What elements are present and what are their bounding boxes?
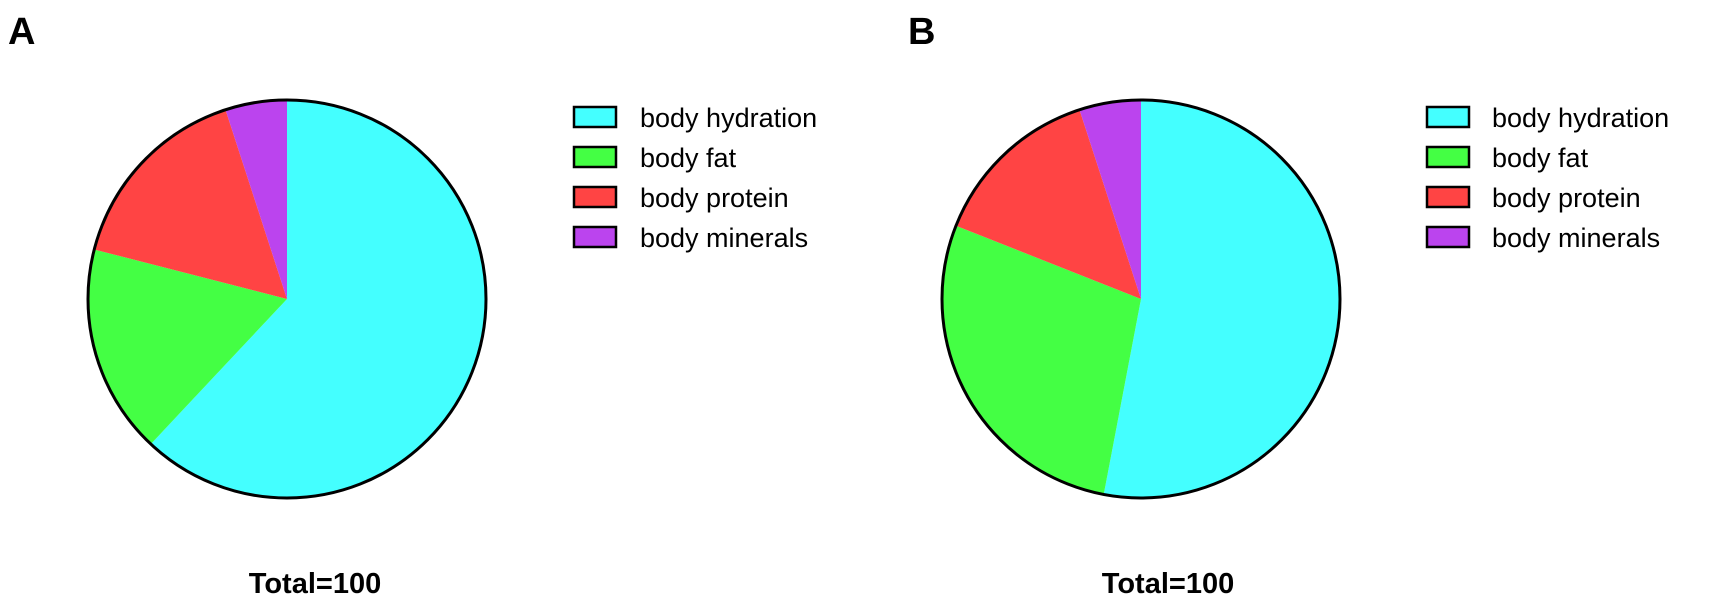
legend-swatch [572,185,618,209]
legend-swatch [1425,105,1471,129]
total-label-a: Total=100 [249,568,381,600]
legend-swatch [572,145,618,169]
legend-a: body hydration body fat body protein bod… [572,103,817,253]
pie-slice-body-fat [88,249,288,445]
legend-label: body minerals [1492,223,1660,253]
pie-slices-b [941,100,1340,498]
legend-swatch [1425,225,1471,249]
pie-slice-body-hydration [150,100,487,498]
legend-b: body hydration body fat body protein bod… [1425,103,1669,253]
pie-slice-body-minerals [1079,100,1141,299]
pie-slice-body-hydration [1103,100,1340,498]
legend-label: body hydration [1492,103,1669,133]
legend-label: body protein [1492,183,1641,213]
pie-slice-body-fat [941,225,1141,495]
total-label-b: Total=100 [1102,568,1234,600]
legend-swatch [572,225,618,249]
legend-label: body fat [640,143,737,173]
pie-outline-a [86,98,488,500]
legend-label: body protein [640,183,789,213]
legend-swatch [1425,145,1471,169]
panel-label-b: B [908,11,935,53]
panel-label-a: A [8,11,35,53]
pie-panel-b: B body hydration body fat body protein b… [908,11,1669,600]
pie-panel-a: A body hydration body fat body protein b… [8,11,817,600]
legend-swatch [1425,185,1471,209]
legend-swatch [572,105,618,129]
legend-label: body fat [1492,143,1589,173]
pie-slice-body-minerals [225,100,287,299]
pie-outline-b [940,98,1342,500]
pie-slices-a [88,100,487,498]
pie-slice-body-protein [94,109,287,300]
legend-label: body minerals [640,223,808,253]
legend-label: body hydration [640,103,817,133]
